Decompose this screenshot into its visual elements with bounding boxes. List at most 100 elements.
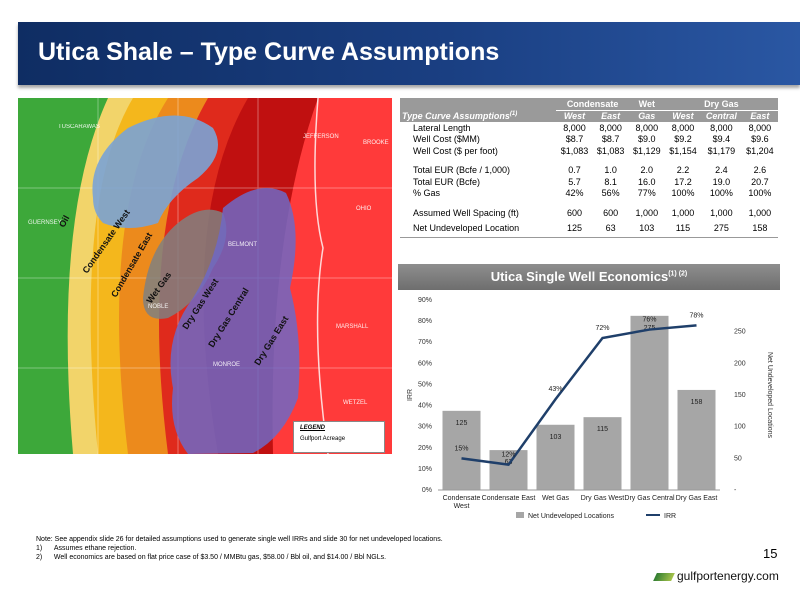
table-cell: 1.0 [604,165,617,176]
table-row: % Gas 42% 56% 77% 100% 100% 100% [400,188,778,200]
table-cell: 42% [565,188,584,199]
table-cell: 20.7 [751,176,769,187]
y2-axis-label: Net Undeveloped Locations [766,352,773,439]
legend-label-bars: Net Undeveloped Locations [528,513,615,520]
column-header: West [556,110,593,122]
group-header-dry-gas: Dry Gas [664,98,778,111]
y-tick-label: 80% [418,318,432,325]
table-cell: 5.7 [568,176,581,187]
table-cell: 8,000 [599,122,622,133]
table-cell: 17.2 [674,176,692,187]
ohio-river [314,98,329,454]
table-column-header-row: Type Curve Assumptions(1) West East Gas … [400,110,778,122]
table-cell: 600 [603,207,619,218]
irr-data-label: 76% [642,317,656,324]
x-tick-label: Wet Gas [542,495,570,502]
table-cell: 1,000 [748,207,772,218]
column-header: East [741,110,778,122]
table-cell: 8,000 [563,122,586,133]
y2-tick-label: 150 [734,392,746,399]
x-tick-label: Dry Gas East [676,495,718,502]
page-number: 15 [763,546,778,561]
zone-label-oil: Oil [57,214,71,229]
y-tick-label: 70% [418,339,432,346]
bar [630,315,669,490]
county-label: JEFFERSON [303,134,339,140]
irr-data-label: 72% [595,325,609,332]
footnote-note: Note: See appendix slide 26 for detailed… [36,536,443,543]
table-cell: 8,000 [671,122,695,133]
oil-region [18,98,108,454]
table-cell: $9.6 [751,134,769,145]
column-header: Central [701,110,742,122]
y2-tick-label: - [734,487,737,494]
table-cell: $8.7 [601,134,620,145]
table-cell: 100% [671,188,695,199]
table-row: Well Cost ($ per foot) $1,083 $1,083 $1,… [400,145,778,157]
economics-chart: 0% 10% 20% 30% 40% 50% 60% 70% 80% 90% - 50 100 150 20… [407,297,773,520]
x-tick-label: Dry Gas Central [624,495,675,502]
y2-tick-label: 100 [734,424,746,431]
county-label: BROOKE [363,140,389,146]
table-row-header: Type Curve Assumptions(1) [400,110,557,122]
table-cell: 63 [592,218,629,238]
table-cell: 103 [628,218,665,238]
table-cell: 56% [601,188,620,199]
table-cell: 8,000 [710,122,733,133]
irr-data-label: 15% [454,445,468,452]
table-cell: $1,154 [669,145,697,156]
table-cell: $1,083 [596,145,625,156]
y-tick-label: 90% [418,297,432,304]
table-cell: 100% [748,188,772,199]
table-cell: 0.7 [568,165,581,176]
table-cell: 275 [701,218,742,238]
bar [677,389,716,490]
table-row: Assumed Well Spacing (ft) 600 600 1,000 … [400,207,778,219]
county-label: OHIO [356,206,372,212]
row-label: Total EUR (Bcfe) [413,176,481,187]
row-label: Assumed Well Spacing (ft) [413,207,519,218]
x-tick-label: Condensate [443,495,481,502]
y-tick-label: 50% [418,381,432,388]
y2-tick-label: 250 [734,329,746,336]
row-label: Well Cost ($MM) [413,134,480,145]
y-tick-label: 10% [418,466,432,473]
logo-mark-icon [653,572,675,581]
table-cell: 125 [556,218,593,238]
y-tick-label: 30% [418,424,432,431]
table-cell: $1,129 [633,145,661,156]
table-cell: 2.6 [753,165,767,176]
y-tick-label: 60% [418,360,432,367]
irr-data-label: 78% [689,312,703,319]
footnote-2: 2) Well economics are based on flat pric… [36,554,387,561]
irr-data-label: 12% [501,452,515,459]
table-header-blank [400,98,557,110]
legend-item-acreage: Gulfport Acreage [300,436,346,442]
logo-text: gulfportenergy.com [677,569,779,583]
table-cell: 115 [664,218,702,238]
group-header-condensate: Condensate [556,98,629,111]
page-title: Utica Shale – Type Curve Assumptions [38,38,500,66]
x-tick-label: Dry Gas West [581,495,624,502]
table-cell: 77% [637,188,656,199]
table-cell: $9.2 [674,134,692,145]
table-cell: 100% [709,188,733,199]
bar [583,417,622,490]
bar-data-label: 158 [691,399,703,406]
irr-line [461,324,697,467]
table-row: Total EUR (Bcfe) 5.7 8.1 16.0 17.2 19.0 … [400,176,778,188]
x-tick-label: Condensate East [482,495,536,502]
table-cell: 2.2 [676,165,690,176]
condensate-acreage [92,115,218,228]
map-graphic: TUSCARAWAS GUERNSEY NOBLE BELMONT MONROE… [18,98,392,454]
table-cell: 2.4 [715,165,728,176]
county-label: MONROE [213,362,240,368]
title-banner: Utica Shale – Type Curve Assumptions [18,22,800,85]
table-row: Net Undeveloped Location 125 63 103 115 … [400,218,778,238]
row-label: Total EUR (Bcfe / 1,000) [413,165,511,176]
table-spacer [400,157,778,165]
table-cell: 8,000 [748,122,772,133]
economics-title-band: Utica Single Well Economics(1) (2) [398,264,780,290]
column-header: East [592,110,629,122]
legend-label-line: IRR [664,513,676,520]
